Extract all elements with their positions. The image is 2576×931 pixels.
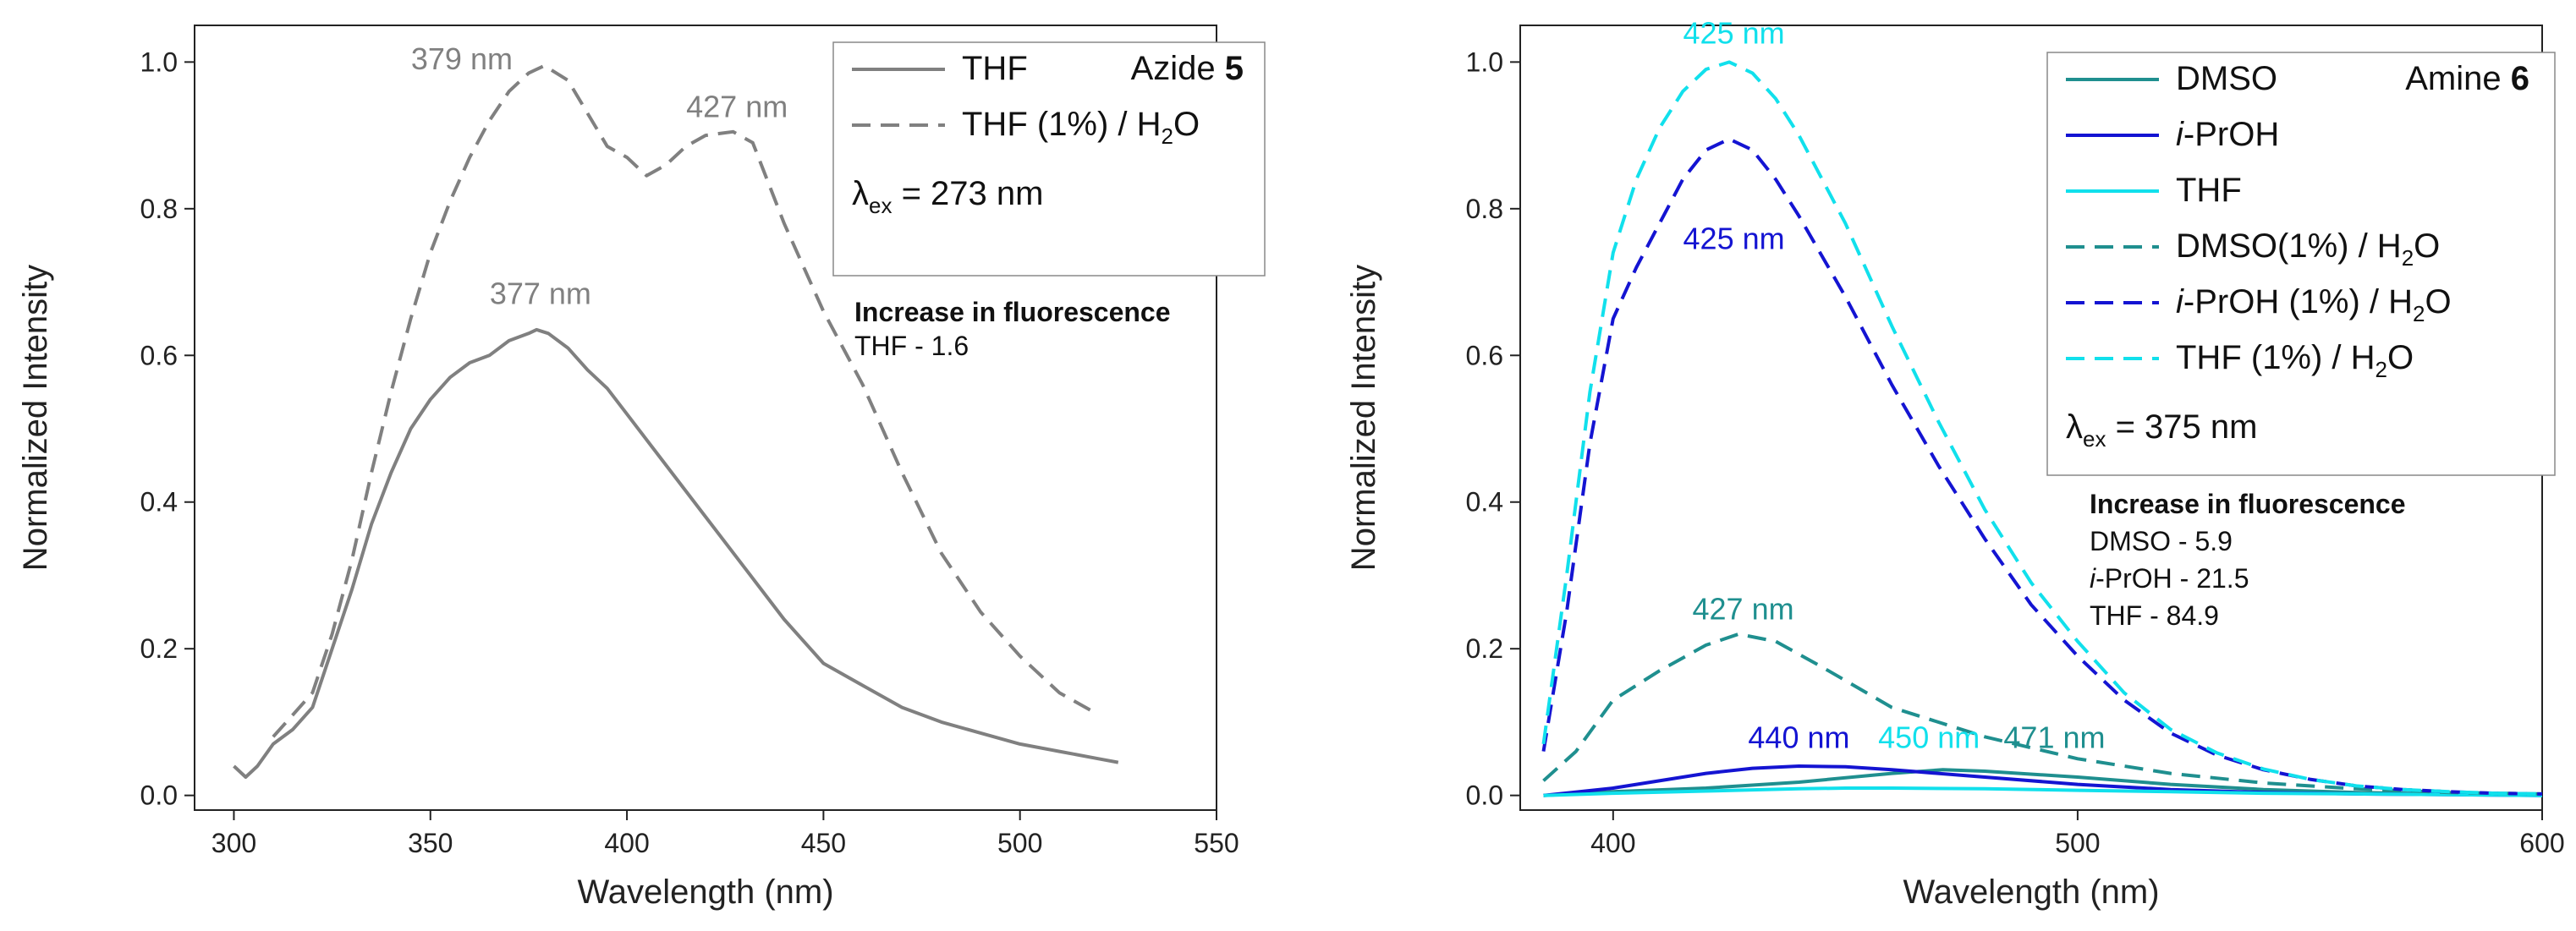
plot-frame (194, 25, 1217, 811)
series-line-3 (1542, 632, 2543, 796)
legend-title-number: 6 (2511, 60, 2529, 97)
note-heading: Increase in fluorescence (2090, 489, 2406, 519)
legend-label-italic: i (2176, 283, 2184, 320)
legend-label-text: DMSO(1%) / H (2176, 227, 2402, 265)
note-line: THF - 84.9 (2090, 600, 2219, 631)
excitation-value: = 375 nm (2106, 408, 2257, 446)
note-line: i-PrOH - 21.5 (2090, 563, 2249, 594)
legend-label-text: -PrOH (1%) / H (2183, 283, 2413, 320)
excitation-subscript: ex (2083, 426, 2106, 452)
excitation-symbol: λ (852, 175, 869, 212)
y-tick-label: 0.2 (1466, 633, 1503, 664)
legend-title-text: Amine (2405, 60, 2511, 97)
peak-annotation: 425 nm (1683, 16, 1785, 51)
y-tick-label: 0.8 (140, 194, 178, 224)
legend-title-text: Azide (1131, 50, 1225, 87)
x-axis-title: Wavelength (nm) (577, 873, 833, 911)
legend-label-text: THF (2176, 172, 2242, 209)
legend-label-text: -PrOH (2183, 116, 2279, 153)
legend-title: Azide 5 (1131, 50, 1244, 87)
legend-label-3: DMSO(1%) / H2O (2176, 227, 2440, 271)
legend-label-italic: i (2176, 116, 2184, 153)
y-axis-title: Normalized Intensity (1345, 265, 1382, 571)
note-text: -PrOH - 21.5 (2095, 563, 2249, 594)
legend-label-1: THF (1%) / H2O (962, 106, 1200, 149)
y-tick-label: 0.6 (140, 340, 178, 370)
panel-azide: 0.0 0.2 0.4 0.6 0.8 1.0 300 350 400 450 500 550 Wave… (17, 25, 1266, 911)
legend-label-suffix: O (2414, 227, 2440, 265)
panel-amine: 0.0 0.2 0.4 0.6 0.8 1.0 400 500 600 Wavelength (n… (1345, 16, 2565, 911)
x-axis-title: Wavelength (nm) (1903, 873, 2159, 911)
series-line-4 (1541, 137, 2543, 796)
peak-annotation: 425 nm (1683, 222, 1785, 256)
note-line: THF - 1.6 (854, 331, 969, 361)
legend-label-5: THF (1%) / H2O (2176, 339, 2414, 382)
legend-label-suffix: O (1173, 106, 1200, 143)
x-tick-label: 400 (1590, 828, 1635, 858)
note-text: THF - 84.9 (2090, 600, 2219, 631)
peak-annotation: 379 nm (411, 41, 513, 76)
legend-label-4: i-PrOH (1%) / H2O (2176, 283, 2452, 326)
legend-label-suffix: O (2387, 339, 2414, 376)
excitation-value: = 273 nm (892, 175, 1043, 212)
legend-label-text: THF (1%) / H (2176, 339, 2376, 376)
legend-box (832, 41, 1266, 277)
legend-label-text: THF (1%) / H (962, 106, 1162, 143)
legend-label-subscript: 2 (2402, 245, 2414, 271)
x-tick-label: 450 (801, 828, 846, 858)
y-tick-label: 1.0 (1466, 47, 1503, 77)
legend-label-subscript: 2 (2376, 357, 2387, 382)
y-tick-label: 0.4 (140, 487, 178, 518)
excitation-wavelength: λex = 375 nm (2066, 408, 2257, 452)
y-tick-label: 0.8 (1466, 194, 1503, 224)
excitation-symbol: λ (2066, 408, 2083, 446)
note-line: DMSO - 5.9 (2090, 526, 2233, 556)
note-heading: Increase in fluorescence (854, 297, 1171, 327)
x-tick-label: 600 (2519, 828, 2564, 858)
y-tick-label: 1.0 (140, 47, 178, 77)
legend-label-2: THF (2176, 172, 2242, 209)
excitation-wavelength: λex = 273 nm (852, 175, 1043, 218)
note-text: DMSO - 5.9 (2090, 526, 2233, 556)
legend-label-suffix: O (2425, 283, 2451, 320)
series-line-5 (1541, 60, 2543, 796)
legend-label-1: i-PrOH (2176, 116, 2279, 153)
series-line-0 (233, 327, 1119, 779)
x-tick-label: 350 (408, 828, 453, 858)
peak-annotation: 377 nm (490, 277, 591, 311)
legend-label-0: THF (962, 50, 1028, 87)
x-tick-label: 500 (997, 828, 1042, 858)
y-tick-label: 0.6 (1466, 340, 1503, 370)
legend-title-number: 5 (1225, 50, 1244, 87)
x-tick-label: 550 (1194, 828, 1239, 858)
legend-label-subscript: 2 (1162, 123, 1173, 149)
series-line-1 (272, 63, 1100, 738)
legend-title: Amine 6 (2405, 60, 2529, 97)
peak-annotation: 427 nm (686, 89, 788, 123)
x-tick-label: 300 (211, 828, 256, 858)
excitation-subscript: ex (869, 193, 892, 218)
note-italic: i (2090, 563, 2096, 594)
peak-annotation: 427 nm (1693, 592, 1794, 627)
y-axis-title: Normalized Intensity (17, 265, 54, 571)
legend-label-subscript: 2 (2413, 301, 2425, 326)
legend-label-text: DMSO (2176, 60, 2277, 97)
peak-annotation: 450 nm (1878, 720, 1980, 754)
legend-label-text: THF (962, 50, 1028, 87)
y-tick-label: 0.0 (140, 780, 178, 811)
legend-box (2046, 52, 2556, 476)
peak-annotation: 440 nm (1748, 720, 1849, 754)
peak-annotation: 471 nm (2003, 720, 2105, 754)
series-line-2 (1543, 786, 2543, 797)
x-tick-label: 400 (604, 828, 649, 858)
x-tick-label: 500 (2055, 828, 2100, 858)
legend-label-0: DMSO (2176, 60, 2277, 97)
y-tick-label: 0.2 (140, 633, 178, 664)
y-tick-label: 0.4 (1466, 487, 1503, 518)
y-tick-label: 0.0 (1466, 780, 1503, 811)
note-text: THF - 1.6 (854, 331, 969, 361)
